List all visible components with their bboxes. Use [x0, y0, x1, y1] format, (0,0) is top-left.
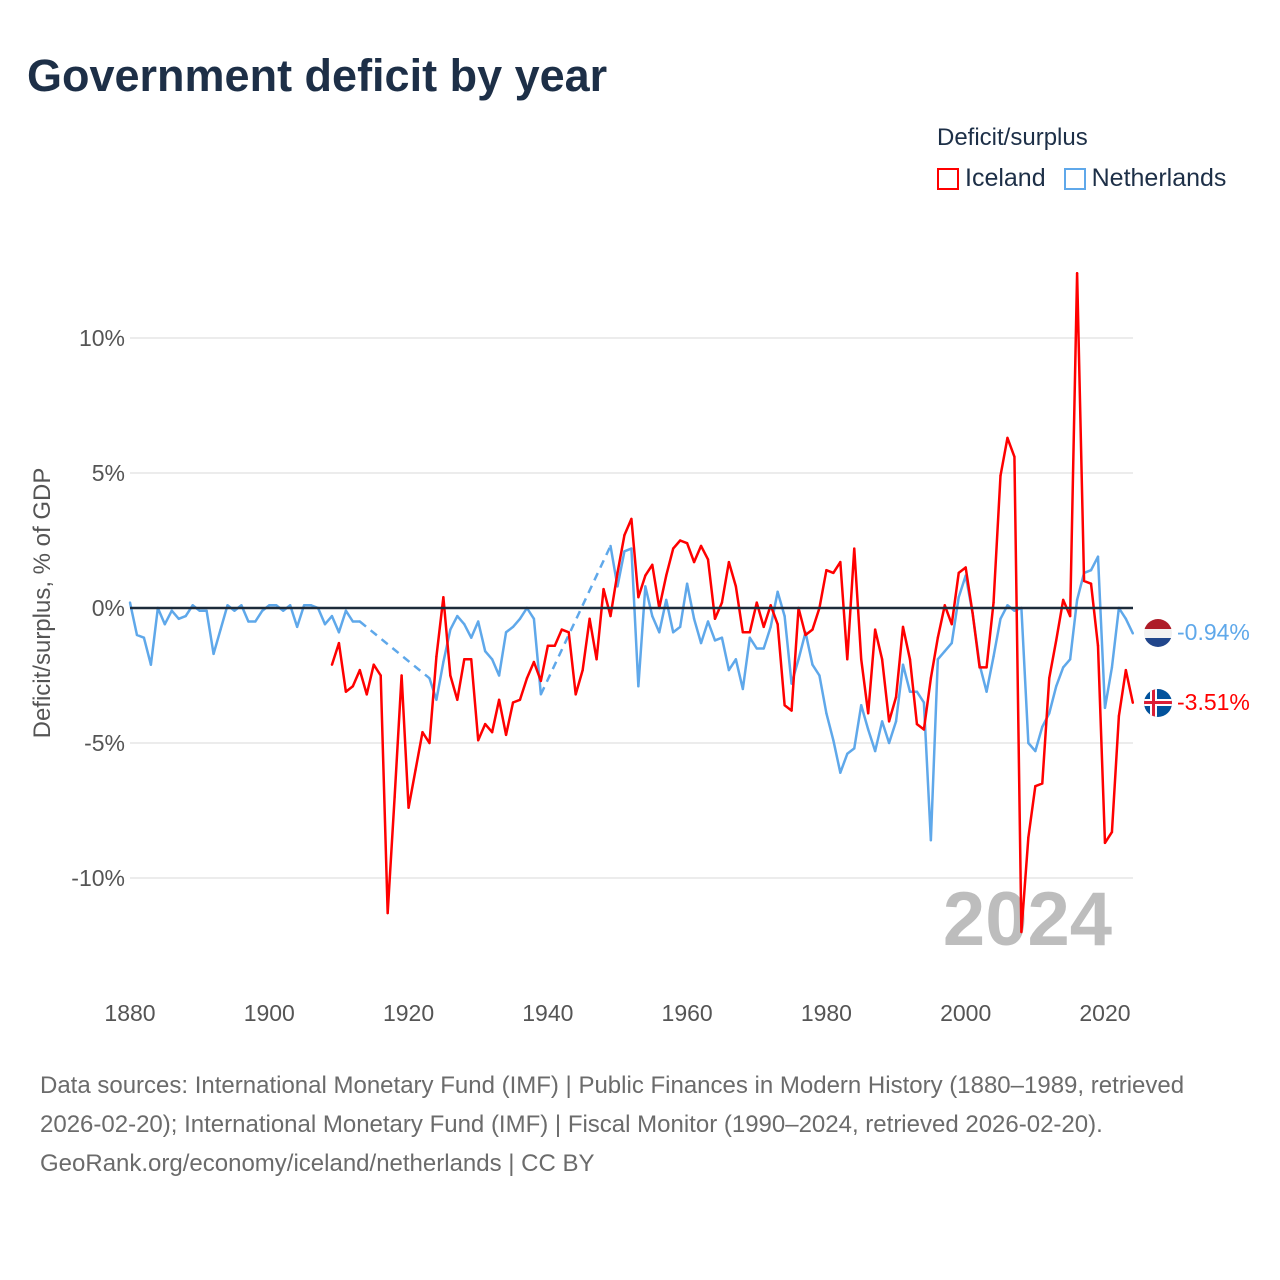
netherlands-flag-icon: [1144, 619, 1172, 647]
footer: Data sources: International Monetary Fun…: [40, 1066, 1240, 1183]
x-tick-label: 1900: [244, 1000, 295, 1026]
year-watermark: 2024: [943, 877, 1112, 962]
y-tick-label: 5%: [92, 460, 125, 486]
legend-item-netherlands[interactable]: Netherlands: [1063, 164, 1227, 193]
legend-label-netherlands: Netherlands: [1091, 164, 1227, 192]
series-netherlands: [128, 544, 1135, 842]
netherlands-end-label: -0.94%: [1177, 619, 1250, 645]
x-tick-label: 1940: [522, 1000, 573, 1026]
iceland-end-label: -3.51%: [1177, 689, 1250, 715]
legend-swatch-iceland: [937, 167, 959, 190]
x-tick-label: 1920: [383, 1000, 434, 1026]
y-tick-label: 10%: [79, 325, 125, 351]
x-tick-label: 2000: [940, 1000, 991, 1026]
y-tick-label: -10%: [71, 865, 125, 891]
chart-title: Government deficit by year: [27, 50, 608, 101]
series-line-netherlands: [128, 602, 360, 666]
series-line-netherlands: [609, 545, 1134, 842]
series-gap-netherlands: [359, 620, 431, 680]
series-iceland: [330, 271, 1135, 934]
legend-item-iceland[interactable]: Iceland: [937, 164, 1046, 193]
y-tick-label: -5%: [84, 730, 125, 756]
iceland-flag-icon: [1144, 689, 1172, 717]
x-tick-label: 2020: [1079, 1000, 1130, 1026]
data-sources: Data sources: International Monetary Fun…: [40, 1072, 1185, 1138]
y-axis-label: Deficit/surplus, % of GDP: [29, 468, 56, 739]
y-tick-label: 0%: [92, 595, 125, 621]
attribution-link[interactable]: GeoRank.org/economy/iceland/netherlands …: [40, 1150, 595, 1177]
x-tick-label: 1960: [662, 1000, 713, 1026]
legend: Deficit/surplus Iceland Netherlands: [937, 124, 1226, 193]
legend-label-iceland: Iceland: [965, 164, 1046, 192]
series-line-iceland: [330, 271, 1135, 934]
x-tick-label: 1980: [801, 1000, 852, 1026]
x-tick-label: 1880: [104, 1000, 155, 1026]
legend-swatch-netherlands: [1063, 167, 1086, 190]
legend-title: Deficit/surplus: [937, 124, 1088, 151]
